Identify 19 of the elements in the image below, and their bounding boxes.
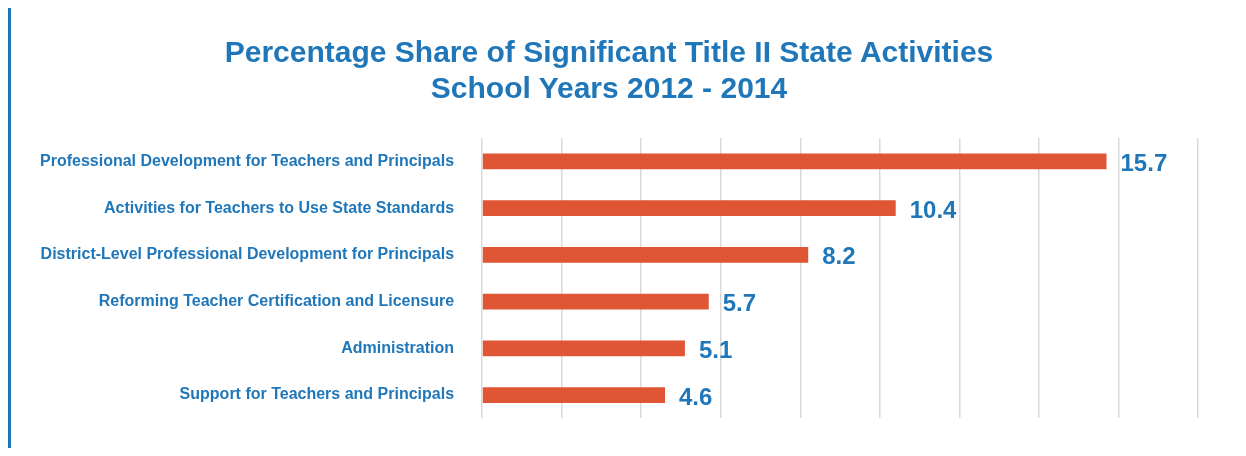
chart-title: Percentage Share of Significant Title II State Activities School Years 2012 - 2014: [224, 35, 994, 105]
data-label: 10.4: [909, 195, 958, 223]
y-tick-label: Activities for Teachers to Use State Standards: [104, 198, 455, 216]
y-tick-label: Support for Teachers and Principals: [179, 385, 455, 403]
bar: [482, 200, 896, 216]
y-tick-label: Administration: [341, 338, 455, 356]
data-label: 4.6: [679, 382, 713, 410]
bar: [482, 246, 809, 263]
bar: [482, 340, 685, 357]
data-label: 8.2: [822, 242, 856, 270]
bar: [482, 153, 1107, 170]
data-label: 5.7: [722, 289, 757, 317]
bar: [482, 387, 666, 403]
bar: [482, 293, 709, 310]
data-label: 5.1: [698, 335, 733, 363]
y-tick-label: District-Level Professional Development for Principals: [40, 245, 455, 263]
data-label: 15.7: [1120, 148, 1168, 176]
y-tick-label: Reforming Teacher Certification and Licensure: [98, 291, 455, 309]
y-tick-label: Professional Development for Teachers and Principals: [39, 151, 455, 169]
